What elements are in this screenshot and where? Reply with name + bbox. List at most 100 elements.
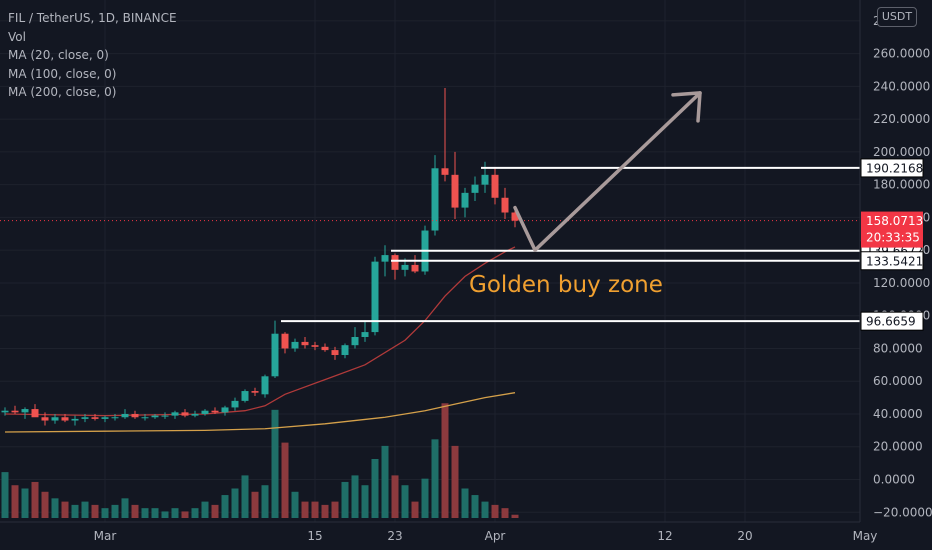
candle-body — [151, 415, 159, 418]
candle-body — [121, 413, 129, 418]
volume-bar — [401, 485, 409, 518]
price-tick-label: 200.0000 — [873, 145, 930, 159]
projection-arrow[interactable] — [513, 91, 702, 252]
volume-bar — [271, 409, 279, 518]
level-price-label: 133.5421 — [866, 254, 923, 268]
candle-body — [201, 410, 209, 414]
candle-body — [401, 264, 409, 270]
volume-bar — [511, 514, 519, 518]
volume-bars — [1, 403, 519, 518]
volume-bar — [1, 472, 9, 518]
price-tick-label: 40.0000 — [873, 407, 923, 421]
volume-bar — [71, 504, 79, 518]
candle-body — [341, 345, 349, 356]
price-tick-label: 180.0000 — [873, 178, 930, 192]
currency-button[interactable]: USDT — [877, 7, 917, 27]
indicator-ma200[interactable]: MA (200, close, 0) — [8, 85, 117, 99]
ma100-line — [4, 392, 516, 433]
candle-body — [21, 409, 29, 413]
time-tick-label: Apr — [485, 529, 506, 543]
volume-bar — [331, 501, 339, 518]
candle-body — [261, 376, 269, 395]
volume-bar — [51, 498, 59, 518]
volume-bar — [251, 491, 259, 518]
price-tick-label: 2 — [873, 14, 881, 28]
candle-body — [411, 264, 419, 272]
volume-bar — [171, 508, 179, 518]
volume-bar — [141, 508, 149, 518]
candle-body — [391, 255, 399, 270]
volume-bar — [321, 504, 329, 518]
indicator-ma20[interactable]: MA (20, close, 0) — [8, 48, 109, 62]
candle-body — [311, 345, 319, 347]
moving-averages — [4, 246, 516, 433]
volume-bar — [361, 485, 369, 518]
candle-body — [511, 212, 519, 221]
candle-body — [221, 407, 229, 413]
candle-body — [101, 417, 109, 419]
volume-bar — [21, 488, 29, 518]
volume-bar — [351, 475, 359, 518]
volume-bar — [301, 501, 309, 518]
level-price-tag — [860, 158, 924, 178]
symbol-line[interactable]: FIL / TetherUS, 1D, BINANCE — [8, 11, 177, 25]
candle-body — [111, 417, 119, 419]
level-price-label: 96.6659 — [866, 315, 916, 329]
candle-body — [231, 400, 239, 408]
candle-body — [331, 350, 339, 356]
volume-bar — [451, 445, 459, 518]
annotation-label[interactable]: Golden buy zone — [469, 272, 663, 298]
volume-bar — [281, 442, 289, 518]
volume-bar — [311, 501, 319, 518]
candle-body — [131, 413, 139, 418]
price-axis-background — [860, 0, 932, 550]
price-tick-label: 240.0000 — [873, 79, 930, 93]
volume-bar — [181, 511, 189, 518]
volume-bar — [491, 504, 499, 518]
time-tick-label: 23 — [387, 529, 402, 543]
level-price-tag — [860, 311, 924, 331]
indicator-vol[interactable]: Vol — [8, 29, 26, 44]
candle-body — [141, 417, 149, 419]
candle-body — [431, 168, 439, 231]
candle-body — [41, 417, 49, 421]
price-tick-label: 60.0000 — [873, 374, 923, 388]
chart-legend: FIL / TetherUS, 1D, BINANCE Vol MA (20, … — [8, 9, 177, 102]
volume-bar — [211, 504, 219, 518]
horizontal-levels[interactable] — [0, 166, 860, 323]
volume-bar — [11, 485, 19, 518]
volume-bar — [61, 501, 69, 518]
price-tick-label: 20.0000 — [873, 440, 923, 454]
volume-bar — [391, 475, 399, 518]
projection-arrowhead — [671, 91, 702, 123]
candlesticks — [1, 88, 519, 426]
candle-body — [31, 409, 39, 418]
candle-body — [451, 174, 459, 208]
candle-body — [191, 413, 199, 416]
volume-bar — [431, 439, 439, 518]
volume-bar — [191, 508, 199, 518]
candle-body — [291, 341, 299, 349]
volume-bar — [481, 501, 489, 518]
price-axis[interactable]: −20.0000 0.0000 20.0000 40.0000 60.0000 80.00… — [859, 0, 932, 550]
projection-path — [513, 91, 702, 252]
candle-body — [281, 333, 289, 349]
volume-bar — [221, 495, 229, 518]
time-tick-label: 15 — [307, 529, 322, 543]
volume-bar — [381, 445, 389, 518]
candle-body — [91, 417, 99, 419]
volume-bar — [201, 501, 209, 518]
candle-body — [271, 333, 279, 377]
volume-bar — [31, 481, 39, 518]
time-axis[interactable]: Mar1523Apr1220May10 — [0, 521, 932, 550]
volume-bar — [461, 488, 469, 518]
candle-body — [371, 261, 379, 333]
candle-body — [71, 418, 79, 421]
volume-bar — [241, 475, 249, 518]
candle-body — [181, 412, 189, 416]
volume-bar — [101, 508, 109, 518]
indicator-ma100[interactable]: MA (100, close, 0) — [8, 66, 117, 81]
candle-body — [481, 174, 489, 185]
candle-body — [171, 412, 179, 416]
